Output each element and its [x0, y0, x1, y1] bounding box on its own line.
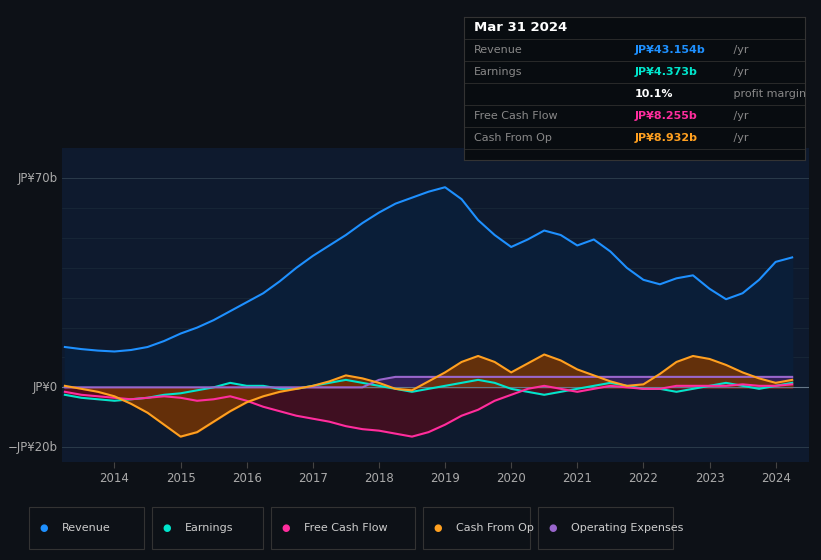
Text: Operating Expenses: Operating Expenses [571, 523, 683, 533]
Text: /yr: /yr [730, 67, 748, 77]
Text: Earnings: Earnings [185, 523, 233, 533]
Text: Earnings: Earnings [474, 67, 523, 77]
Text: /yr: /yr [730, 45, 748, 55]
Text: JP¥0: JP¥0 [33, 381, 57, 394]
Text: JP¥8.932b: JP¥8.932b [635, 133, 697, 143]
Text: 10.1%: 10.1% [635, 89, 672, 99]
Text: ●: ● [39, 523, 48, 533]
Text: ●: ● [548, 523, 557, 533]
Text: ●: ● [282, 523, 290, 533]
Text: Revenue: Revenue [474, 45, 523, 55]
Text: Cash From Op: Cash From Op [474, 133, 552, 143]
Text: Cash From Op: Cash From Op [456, 523, 534, 533]
Text: profit margin: profit margin [730, 89, 805, 99]
Text: JP¥43.154b: JP¥43.154b [635, 45, 705, 55]
Text: Revenue: Revenue [62, 523, 110, 533]
Text: /yr: /yr [730, 133, 748, 143]
Text: JP¥4.373b: JP¥4.373b [635, 67, 697, 77]
Text: Free Cash Flow: Free Cash Flow [304, 523, 388, 533]
Text: /yr: /yr [730, 111, 748, 120]
Text: JP¥70b: JP¥70b [18, 172, 57, 185]
Text: Free Cash Flow: Free Cash Flow [474, 111, 557, 120]
Text: Mar 31 2024: Mar 31 2024 [474, 21, 567, 34]
Text: −JP¥20b: −JP¥20b [8, 441, 57, 454]
Text: ●: ● [163, 523, 171, 533]
Text: ●: ● [433, 523, 442, 533]
Text: JP¥8.255b: JP¥8.255b [635, 111, 697, 120]
